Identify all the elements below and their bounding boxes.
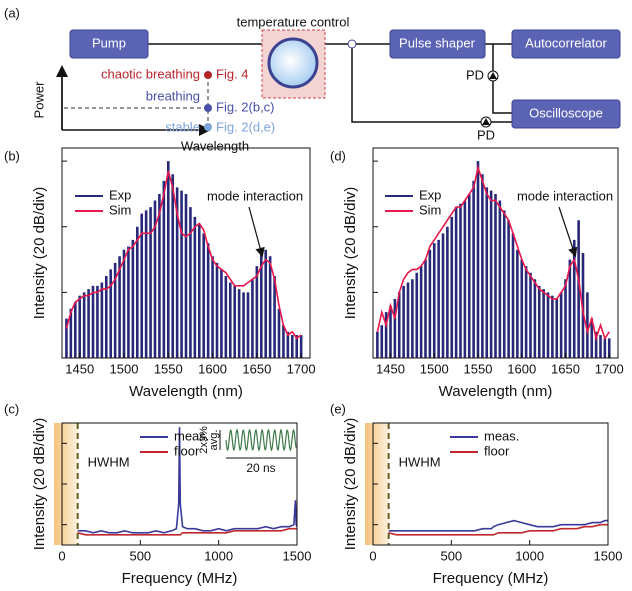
panel-label: (c) [4,401,19,416]
x-tick-label: 0 [369,548,376,563]
y-axis-label: Intensity (20 dB/div) [342,187,359,320]
ac-label: Autocorrelator [525,35,607,50]
x-tick-label: 500 [440,548,462,563]
hwhm-label: HWHM [88,454,130,469]
plot-area [376,161,611,358]
power-label: Power [31,81,46,119]
legend-label: Exp [419,187,441,202]
state-name: stable [165,119,200,134]
annotation: mode interaction [517,188,613,203]
legend-label: Sim [109,202,131,217]
temp-label: temperature control [237,14,350,29]
x-tick-label: 1550 [464,361,493,376]
pump-label: Pump [92,35,126,50]
panel-label: (d) [330,148,346,163]
x-tick-label: 0 [58,548,65,563]
inset-timescale: 20 ns [246,461,275,475]
series-line [373,523,608,536]
pd-label: PD [466,67,484,82]
series-line [62,427,297,534]
state-dot [204,123,212,131]
osc-box [511,99,621,129]
plot-area [65,161,303,358]
x-tick-label: 1450 [65,361,94,376]
annotation: mode interaction [207,188,303,203]
x-tick-label: 1500 [283,548,312,563]
panel-label: (a) [4,5,20,20]
panel-label: (b) [4,148,20,163]
legend-label: meas. [174,428,209,443]
x-tick-label: 1650 [242,361,271,376]
plot-frame [61,147,311,359]
x-tick-label: 1600 [198,361,227,376]
plot-frame [372,147,619,359]
x-axis-label: Frequency (MHz) [433,570,549,587]
x-axis-label: Wavelength (nm) [439,383,553,400]
pump-box [69,29,149,59]
plot-area [62,427,297,536]
guide [64,75,209,127]
state-name: breathing [146,88,200,103]
x-axis-label: Frequency (MHz) [122,570,238,587]
x-tick-label: 1500 [420,361,449,376]
coupler [347,39,357,49]
pd-icon [489,72,497,79]
legend-label: floor [484,443,510,458]
x-axis-label: Wavelength (nm) [129,383,243,400]
plot-area [373,519,608,536]
inset-label: 2x3% [198,426,210,454]
x-tick-label: 1000 [204,548,233,563]
panel-label: (e) [330,401,346,416]
series-line [376,164,610,342]
fiber [148,43,512,123]
pd-label: PD [477,127,495,142]
x-tick-label: 1650 [551,361,580,376]
inset-trace [225,428,297,452]
y-axis-label: Intensity (20 dB/div) [31,418,48,551]
annotation-arrow [558,206,578,258]
x-tick-label: 1600 [507,361,536,376]
pd-icon [482,118,490,125]
state-fig: Fig. 2(b,c) [216,99,275,114]
legend-label: meas. [484,428,519,443]
legend-label: Sim [419,202,441,217]
osc-label: Oscilloscope [529,105,603,120]
x-tick-label: 1500 [110,361,139,376]
panel-a: (a) Pump temperature control Pulse shape… [4,5,621,153]
chart: HWHM 0 500 1000 1500 Frequency (MHz) Intensity… [31,418,311,587]
chart: HWHM 0 500 1000 1500 Frequency (MHz) Intensity… [342,418,622,587]
state-dot [204,104,212,112]
shaper-label: Pulse shaper [399,35,476,50]
state-name: chaotic breathing [101,66,200,81]
hwhm-label: HWHM [399,454,441,469]
series-line [373,519,608,532]
chart: 1450 1500 1550 1600 1650 1700 Wavelength (nm) I… [342,147,624,400]
state-fig: Fig. 4 [216,66,249,81]
x-tick-label: 1700 [595,361,624,376]
inset-label: avg. [208,430,220,451]
series-line [65,170,302,340]
wavelength-label: Wavelength [181,138,249,153]
series-line [62,527,297,536]
x-tick-label: 1450 [376,361,405,376]
x-tick-label: 1550 [154,361,183,376]
x-tick-label: 1000 [515,548,544,563]
y-axis-label: Intensity (20 dB/div) [342,418,359,551]
shaper-box [389,29,486,59]
x-tick-label: 1700 [287,361,316,376]
state-fig: Fig. 2(d,e) [216,119,275,134]
legend-label: Exp [109,187,131,202]
ac-box [511,29,621,59]
legend-label: floor [174,443,200,458]
chart: 1450 1500 1550 1600 1650 1700 Wavelength (nm) I… [31,147,316,400]
x-tick-label: 500 [129,548,151,563]
annotation-arrow [248,206,265,258]
microresonator [267,37,319,89]
x-tick-label: 1500 [594,548,623,563]
y-axis-label: Intensity (20 dB/div) [31,187,48,320]
state-dot [204,71,212,79]
